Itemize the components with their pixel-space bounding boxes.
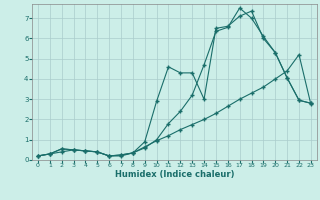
X-axis label: Humidex (Indice chaleur): Humidex (Indice chaleur)	[115, 170, 234, 179]
